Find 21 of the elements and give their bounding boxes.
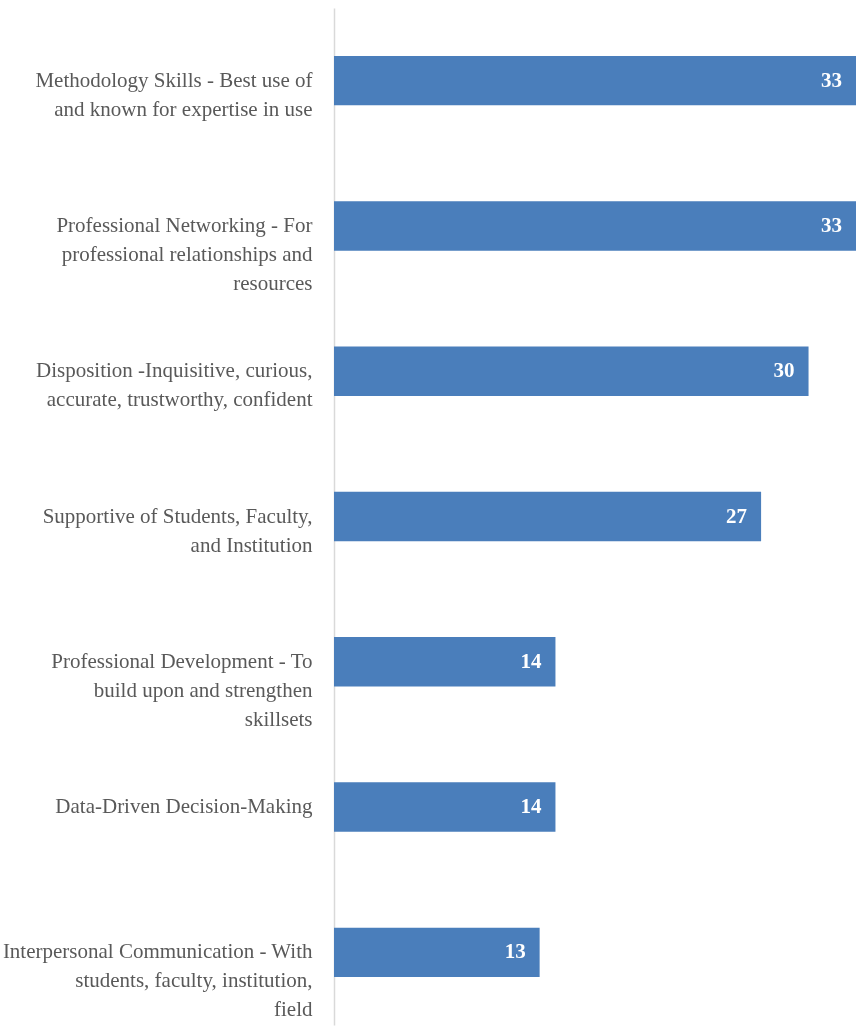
bar xyxy=(334,491,762,542)
bar xyxy=(334,637,556,687)
data-label: 27 xyxy=(726,503,748,528)
data-label: 30 xyxy=(773,358,795,383)
y-tick-label: Supportive of Students, Faculty, and Institution xyxy=(42,503,313,557)
data-label: 33 xyxy=(821,67,842,92)
y-tick-label: Professional Development - To build upon and strengthen skillsets xyxy=(51,648,313,731)
bar xyxy=(334,346,809,396)
data-label: 14 xyxy=(520,648,542,673)
y-tick-label: Professional Networking - For professional relationships and resources xyxy=(56,212,313,295)
data-label: 13 xyxy=(504,939,526,964)
y-tick-label: Data-Driven Decision-Making xyxy=(55,794,313,819)
data-label: 33 xyxy=(821,212,842,237)
y-tick-label: Disposition -Inquisitive, curious, accurate, trustworthy, confident xyxy=(36,358,313,412)
y-tick-label: Methodology Skills - Best use of and known for expertise in use xyxy=(35,67,313,121)
data-label: 14 xyxy=(520,794,542,819)
y-tick-label: Interpersonal Communication - With students, faculty, institution, field xyxy=(2,939,313,1022)
bar xyxy=(334,55,856,106)
bar xyxy=(334,201,856,251)
bar xyxy=(334,927,540,978)
bar xyxy=(334,782,556,832)
